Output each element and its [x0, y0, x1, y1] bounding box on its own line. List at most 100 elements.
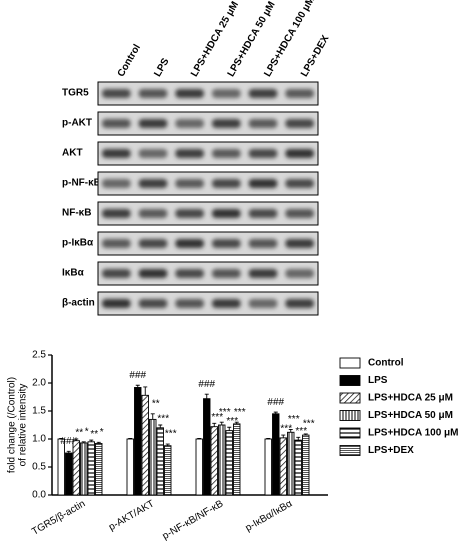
bar	[195, 438, 203, 496]
error-bar	[296, 436, 301, 441]
significance-label: ***	[295, 426, 307, 437]
error-bar	[273, 411, 278, 414]
bar	[294, 439, 302, 496]
significance-label: ###	[267, 397, 284, 408]
band	[212, 209, 241, 218]
significance-label: *	[100, 427, 104, 438]
legend-label: LPS+HDCA 100 μM	[368, 428, 459, 439]
error-bar	[165, 443, 170, 446]
bar	[164, 445, 172, 496]
significance-label: **	[75, 428, 83, 439]
legend-label: LPS+HDCA 25 μM	[368, 393, 453, 404]
legend-swatch	[339, 410, 361, 421]
band	[102, 209, 131, 218]
band	[285, 209, 314, 218]
bar	[126, 438, 134, 496]
error-bar	[266, 437, 271, 439]
significance-label: ***	[280, 424, 292, 435]
significance-label: **	[90, 429, 98, 440]
bar	[72, 440, 80, 496]
row-label: β-actin	[62, 298, 95, 309]
band	[175, 239, 204, 248]
x-tick-label: p-AKT/AKT	[107, 498, 156, 533]
band	[212, 179, 241, 188]
band	[175, 89, 204, 98]
significance-label: ***	[211, 412, 223, 423]
error-bar	[219, 421, 224, 425]
legend-label: Control	[368, 358, 404, 369]
band	[138, 299, 168, 308]
band	[248, 179, 278, 188]
y-tick-label: 2.5	[32, 350, 46, 361]
significance-label: ***	[234, 407, 246, 418]
x-tick-label: TGR5/β-actin	[30, 498, 87, 537]
bar	[80, 442, 88, 496]
significance-label: ###	[198, 379, 215, 390]
bar	[149, 418, 157, 496]
lane-label: LPS	[152, 56, 171, 79]
band	[248, 149, 278, 158]
band	[102, 119, 131, 128]
y-axis-label: of relative intensity	[18, 384, 29, 467]
error-bar	[303, 433, 308, 436]
band	[285, 149, 314, 158]
band	[175, 299, 204, 308]
bar	[95, 443, 103, 496]
band	[138, 179, 168, 188]
significance-label: **	[152, 398, 160, 409]
bar	[225, 430, 233, 496]
legend-swatch	[339, 445, 361, 456]
band	[102, 299, 131, 308]
bar	[156, 427, 164, 496]
band	[102, 89, 131, 98]
band	[102, 269, 131, 278]
blot-strip	[97, 171, 319, 196]
band	[248, 239, 278, 248]
x-tick-label: p-NF-κB/NF-κB	[161, 498, 226, 542]
error-bar	[66, 450, 71, 453]
band	[102, 179, 131, 188]
band	[175, 149, 204, 158]
bar	[302, 434, 310, 496]
y-tick-label: 1.0	[32, 434, 46, 445]
legend-label: LPS+DEX	[368, 445, 414, 456]
band	[212, 119, 241, 128]
significance-label: ***	[165, 429, 177, 440]
bar	[87, 441, 95, 496]
significance-label: ***	[303, 419, 315, 430]
y-tick-label: 0.5	[32, 462, 46, 473]
row-label: IκBα	[62, 268, 85, 279]
bar	[264, 438, 272, 496]
bar	[218, 424, 226, 496]
row-label: AKT	[62, 148, 83, 159]
error-bar	[150, 413, 155, 420]
band	[285, 179, 314, 188]
error-bar	[158, 424, 163, 428]
band	[175, 269, 204, 278]
significance-label: ###	[60, 436, 77, 447]
error-bar	[81, 441, 86, 443]
band	[138, 119, 168, 128]
band	[248, 209, 278, 218]
significance-label: ***	[226, 416, 238, 427]
band	[212, 239, 241, 248]
error-bar	[281, 434, 286, 438]
bar	[287, 431, 295, 496]
bar	[272, 413, 280, 496]
band	[248, 269, 278, 278]
error-bar	[288, 429, 293, 433]
band	[248, 89, 278, 98]
bar	[134, 387, 142, 496]
band	[175, 209, 204, 218]
legend-label: LPS	[368, 375, 388, 386]
band	[285, 119, 314, 128]
band	[285, 299, 314, 308]
y-tick-label: 0.0	[32, 490, 46, 501]
y-tick-label: 2.0	[32, 378, 46, 389]
row-label: TGR5	[62, 88, 89, 99]
blot-strip	[97, 231, 319, 256]
error-bar	[234, 421, 239, 424]
bar	[210, 426, 218, 496]
band	[212, 89, 241, 98]
